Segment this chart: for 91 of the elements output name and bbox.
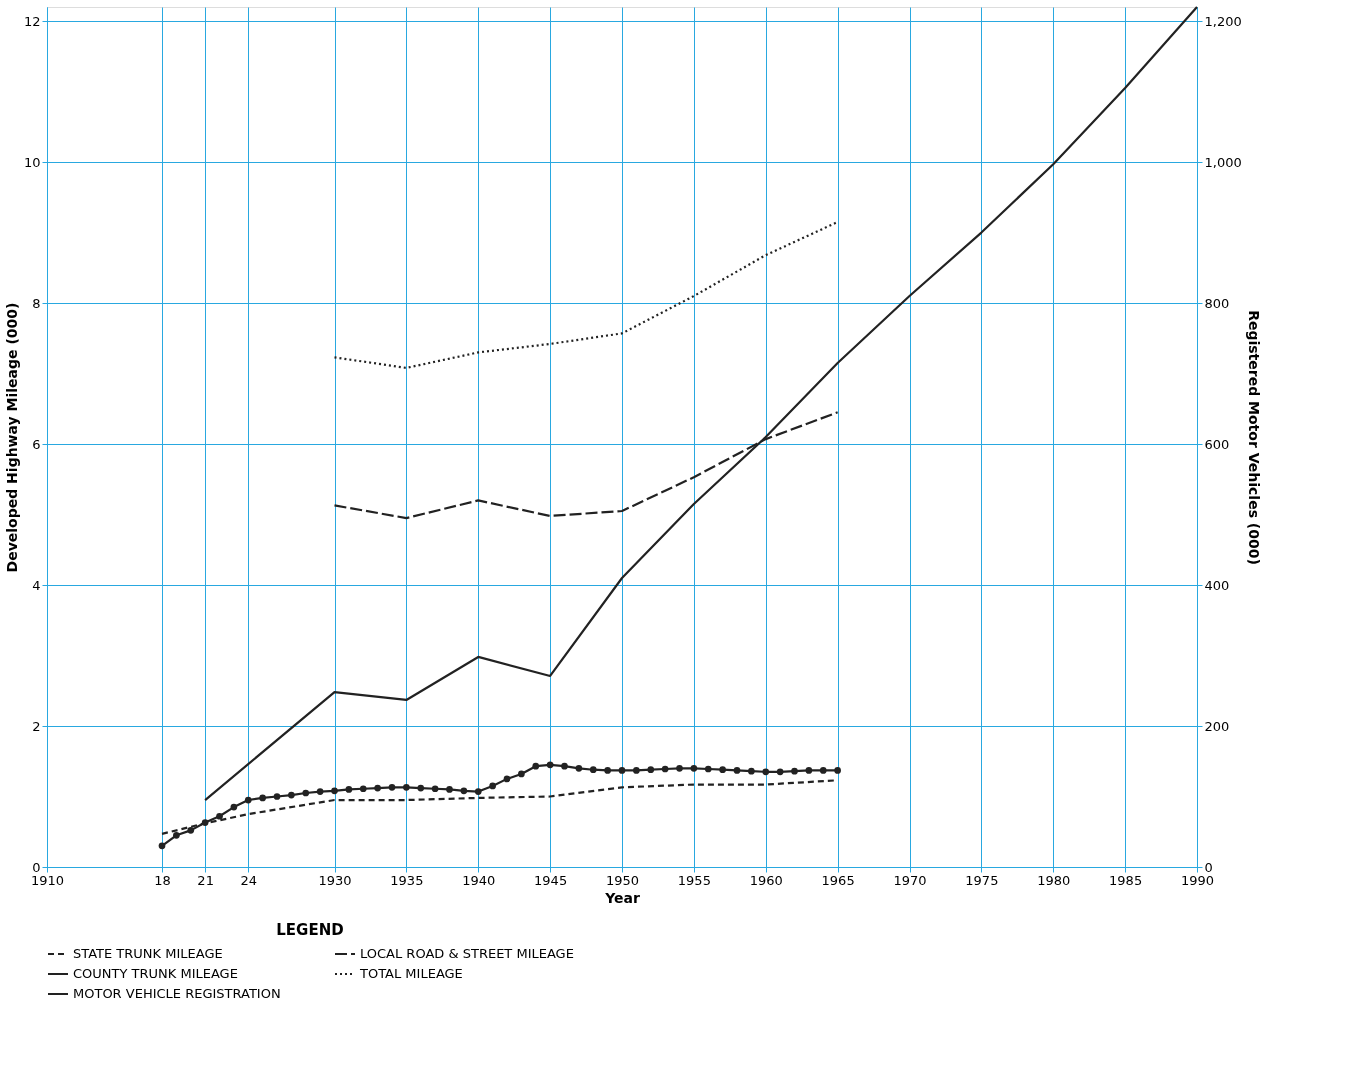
y-tick-label: 6 [32, 436, 41, 452]
point [776, 768, 784, 776]
point [244, 796, 252, 804]
legend-label: MOTOR VEHICLE REGISTRATION [73, 986, 281, 1001]
point [647, 766, 655, 774]
x-tick-label: 21 [197, 872, 214, 888]
point [690, 764, 698, 772]
x-tick-label: 1965 [821, 872, 855, 888]
point [805, 767, 813, 774]
y2-tick-label: 1,000 [1204, 154, 1242, 170]
point [748, 767, 755, 775]
point [345, 786, 353, 793]
y-tick-label: 4 [32, 577, 41, 593]
point [762, 768, 770, 776]
point [791, 767, 798, 775]
point [446, 786, 453, 793]
point [201, 819, 209, 826]
point [503, 775, 511, 783]
x-tick-label: 1985 [1109, 872, 1143, 888]
y-tick-label: 2 [32, 718, 41, 734]
point [216, 812, 223, 820]
point [230, 803, 238, 811]
y2-axis-title: Registered Motor Vehicles (000) [1245, 310, 1262, 565]
point [158, 842, 166, 850]
point [733, 767, 741, 774]
x-tick-label: 1940 [462, 872, 496, 888]
point [259, 794, 266, 802]
x-tick-label: 1950 [605, 872, 640, 888]
y2-tick-label: 200 [1204, 718, 1230, 734]
x-tick-label: 1980 [1037, 872, 1071, 888]
x-tick-label: 1945 [534, 872, 568, 888]
point [661, 765, 669, 773]
x-axis-title: Year [604, 889, 640, 906]
point [403, 784, 410, 791]
point [273, 793, 281, 800]
point [719, 766, 726, 774]
point [388, 784, 396, 791]
legend-label: LOCAL ROAD & STREET MILEAGE [360, 946, 574, 961]
point [460, 787, 468, 795]
legend-label: COUNTY TRUNK MILEAGE [73, 966, 238, 981]
point [302, 789, 310, 797]
point [288, 791, 295, 799]
x-tick-label: 24 [240, 872, 258, 888]
x-tick-label: 18 [154, 872, 171, 888]
x-tick-label: 1970 [893, 872, 927, 888]
point [173, 831, 180, 839]
x-tick-label: 1935 [390, 872, 424, 888]
point [589, 766, 597, 774]
point [819, 767, 827, 774]
point [417, 784, 425, 792]
x-tick-label: 1960 [749, 872, 783, 888]
point [331, 787, 338, 795]
x-tick-label: 1975 [965, 872, 999, 888]
point [561, 762, 568, 770]
point [546, 761, 554, 769]
point [359, 785, 367, 793]
y-axis-title: Developed Highway Mileage (000) [3, 302, 20, 573]
point [431, 785, 439, 793]
point [575, 764, 583, 772]
x-tick-label: 1990 [1180, 872, 1215, 888]
line-series [333, 220, 839, 370]
point [532, 762, 540, 770]
point [374, 784, 381, 792]
point [474, 788, 482, 795]
point [316, 788, 324, 795]
y2-tick-label: 0 [1204, 859, 1213, 875]
point [187, 827, 195, 834]
point [518, 770, 525, 778]
legend-label: STATE TRUNK MILEAGE [73, 946, 223, 961]
y-tick-label: 10 [23, 154, 41, 170]
y2-tick-label: 600 [1204, 436, 1230, 452]
x-tick-label: 1955 [677, 872, 711, 888]
point [704, 765, 712, 773]
legend-label: TOTAL MILEAGE [359, 966, 463, 981]
line-series [204, 5, 1199, 802]
point [633, 767, 640, 774]
y2-tick-label: 400 [1204, 577, 1230, 593]
y2-tick-label: 800 [1204, 295, 1230, 311]
y-tick-label: 8 [32, 295, 41, 311]
point [489, 782, 496, 790]
y2-tick-label: 1,200 [1204, 13, 1242, 29]
point [834, 767, 841, 774]
line-series [333, 411, 839, 520]
legend-title: LEGEND [276, 921, 344, 939]
y-tick-label: 12 [23, 13, 41, 29]
y-tick-label: 0 [32, 859, 41, 875]
x-tick-label: 1930 [318, 872, 352, 888]
point [618, 767, 626, 774]
point [676, 764, 683, 772]
x-tick-label: 1910 [30, 872, 65, 888]
point [604, 767, 611, 774]
